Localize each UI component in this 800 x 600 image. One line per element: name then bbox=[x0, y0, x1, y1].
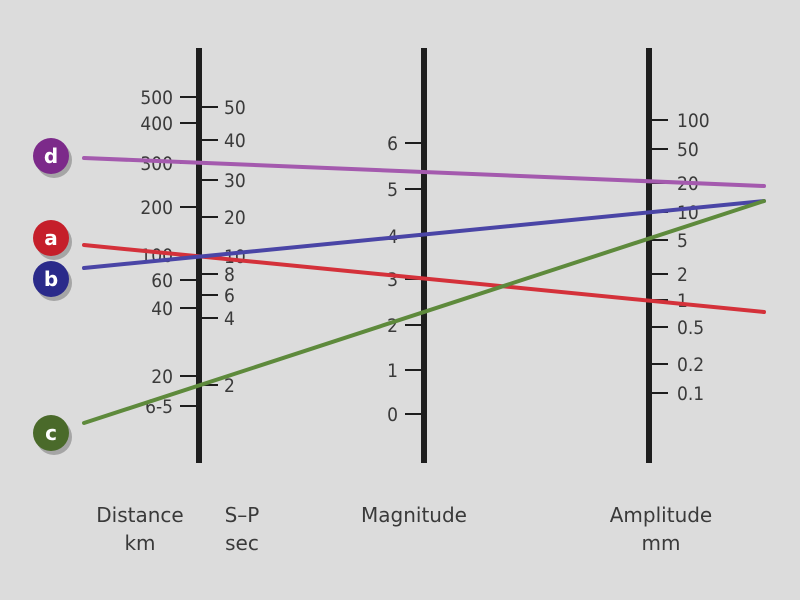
distance-caption-title: Distance bbox=[96, 503, 184, 527]
sp-tick-labels: 50 40 30 20 10 8 6 4 2 bbox=[224, 97, 246, 397]
sp-label: 8 bbox=[224, 264, 235, 286]
amplitude-label: 0.1 bbox=[677, 383, 704, 405]
distance-label: 300 bbox=[140, 153, 173, 175]
sp-label: 4 bbox=[224, 308, 235, 330]
line-b bbox=[82, 199, 766, 270]
distance-label: 200 bbox=[140, 197, 173, 219]
marker-c-label: c bbox=[45, 421, 57, 445]
distance-label: 500 bbox=[140, 87, 173, 109]
marker-a-label: a bbox=[44, 226, 58, 250]
amplitude-caption-unit: mm bbox=[641, 531, 681, 555]
magnitude-label: 3 bbox=[387, 269, 398, 291]
magnitude-label: 2 bbox=[387, 315, 398, 337]
marker-d-circle bbox=[33, 138, 69, 174]
magnitude-caption-title: Magnitude bbox=[361, 503, 467, 527]
magnitude-label: 1 bbox=[387, 360, 398, 382]
amplitude-label: 2 bbox=[677, 264, 688, 286]
magnitude-label: 6 bbox=[387, 133, 398, 155]
amplitude-tick-labels: 100 50 20 10 5 2 1 0.5 0.2 0.1 bbox=[677, 110, 710, 405]
sp-caption-title: S–P bbox=[224, 503, 260, 527]
marker-d: d bbox=[33, 138, 72, 178]
marker-c: c bbox=[33, 415, 72, 455]
magnitude-label: 0 bbox=[387, 404, 398, 426]
distance-caption-unit: km bbox=[124, 531, 156, 555]
marker-b: b bbox=[33, 261, 72, 301]
amplitude-label: 0.5 bbox=[677, 317, 704, 339]
distance-label: 60 bbox=[151, 270, 173, 292]
sp-label: 6 bbox=[224, 285, 235, 307]
sp-caption: S–P sec bbox=[182, 501, 302, 557]
distance-tick-labels: 500 400 300 200 100 60 40 20 6-5 bbox=[140, 87, 173, 418]
line-d bbox=[82, 156, 766, 188]
amplitude-label: 5 bbox=[677, 230, 688, 252]
marker-c-circle bbox=[33, 415, 69, 451]
sp-ticks bbox=[202, 106, 218, 386]
amplitude-label: 50 bbox=[677, 139, 699, 161]
sp-label: 2 bbox=[224, 375, 235, 397]
amplitude-label: 0.2 bbox=[677, 354, 704, 376]
sp-label: 40 bbox=[224, 130, 246, 152]
distance-label: 400 bbox=[140, 113, 173, 135]
magnitude-caption: Magnitude bbox=[354, 501, 474, 529]
amplitude-label: 10 bbox=[677, 202, 699, 224]
line-c bbox=[82, 199, 766, 425]
sp-caption-unit: sec bbox=[225, 531, 259, 555]
magnitude-label: 5 bbox=[387, 179, 398, 201]
distance-caption: Distance km bbox=[80, 501, 200, 557]
marker-b-label: b bbox=[44, 267, 58, 291]
marker-a: a bbox=[33, 220, 72, 260]
amplitude-caption-title: Amplitude bbox=[609, 503, 713, 527]
amplitude-ticks bbox=[652, 119, 668, 394]
marker-d-label: d bbox=[44, 144, 58, 168]
amplitude-axis bbox=[646, 48, 652, 463]
sp-label: 30 bbox=[224, 170, 246, 192]
distance-label: 40 bbox=[151, 298, 173, 320]
amplitude-label: 100 bbox=[677, 110, 710, 132]
marker-a-circle bbox=[33, 220, 69, 256]
distance-ticks bbox=[180, 96, 196, 407]
magnitude-axis bbox=[421, 48, 427, 463]
sp-label: 20 bbox=[224, 207, 246, 229]
sp-label: 50 bbox=[224, 97, 246, 119]
amplitude-label: 1 bbox=[677, 290, 688, 312]
distance-label: 20 bbox=[151, 366, 173, 388]
magnitude-tick-labels: 6 5 4 3 2 1 0 bbox=[387, 133, 398, 426]
amplitude-caption: Amplitude mm bbox=[601, 501, 721, 557]
marker-b-circle bbox=[33, 261, 69, 297]
